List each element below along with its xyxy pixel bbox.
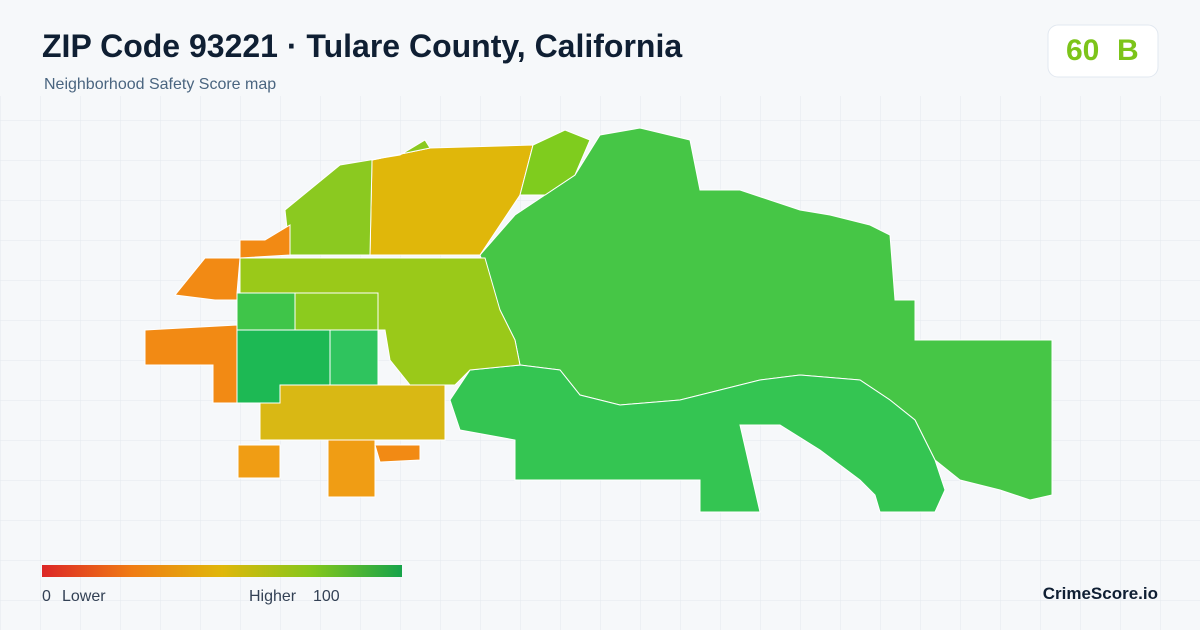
subtitle: Neighborhood Safety Score map <box>44 76 277 93</box>
brand: CrimeScore.io <box>1042 584 1158 603</box>
region <box>327 439 376 498</box>
region <box>174 224 291 301</box>
region <box>237 444 281 479</box>
title: ZIP Code 93221 · Tulare County, Californ… <box>42 28 683 64</box>
legend-max-label: Higher <box>249 588 297 605</box>
region <box>329 329 379 386</box>
region <box>236 292 296 331</box>
region <box>259 384 446 441</box>
legend-bar <box>42 565 402 577</box>
region <box>294 292 379 331</box>
legend-min: 0 <box>42 588 51 605</box>
legend-min-label: Lower <box>62 588 106 605</box>
region <box>374 444 421 463</box>
grade: B <box>1117 34 1139 67</box>
score-badge <box>1047 24 1159 78</box>
region <box>284 139 431 256</box>
region <box>449 364 946 513</box>
legend-max: 100 <box>313 588 340 605</box>
regions <box>144 127 1053 513</box>
region <box>519 129 591 196</box>
score: 60 <box>1066 34 1100 67</box>
